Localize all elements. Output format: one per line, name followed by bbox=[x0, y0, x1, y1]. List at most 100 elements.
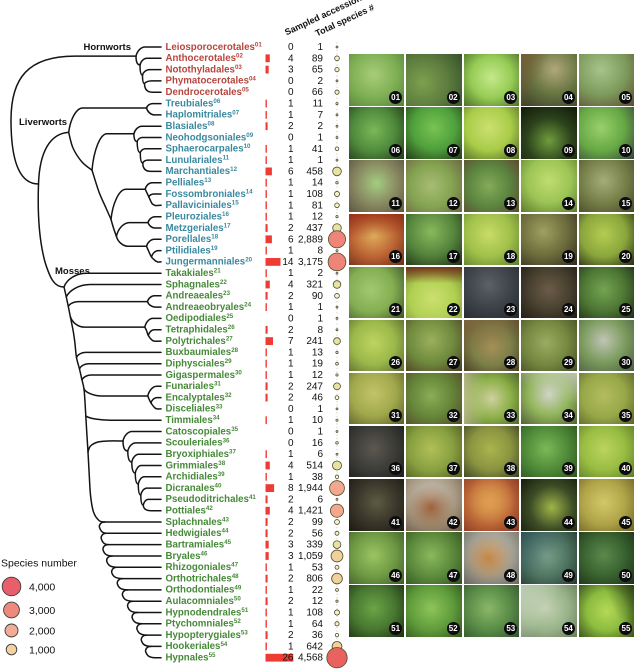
svg-text:Bartramiales45: Bartramiales45 bbox=[166, 539, 232, 550]
svg-text:1: 1 bbox=[288, 302, 294, 313]
svg-text:2: 2 bbox=[317, 268, 323, 279]
svg-text:3: 3 bbox=[288, 551, 294, 562]
svg-text:1: 1 bbox=[317, 404, 323, 415]
svg-text:0: 0 bbox=[288, 42, 294, 53]
svg-text:64: 64 bbox=[312, 619, 324, 630]
svg-text:Fossombroniales14: Fossombroniales14 bbox=[166, 188, 254, 199]
svg-text:Polytrichales27: Polytrichales27 bbox=[166, 336, 234, 347]
svg-text:Dendrocerotales05: Dendrocerotales05 bbox=[166, 87, 250, 98]
svg-text:Anthocerotales02: Anthocerotales02 bbox=[166, 53, 244, 64]
svg-text:3: 3 bbox=[288, 65, 294, 76]
svg-text:Hedwigiales44: Hedwigiales44 bbox=[166, 528, 229, 539]
svg-text:26: 26 bbox=[282, 653, 294, 664]
svg-text:Takakiales21: Takakiales21 bbox=[166, 268, 222, 279]
svg-text:0: 0 bbox=[288, 87, 294, 98]
svg-text:Andreaeales23: Andreaeales23 bbox=[166, 290, 231, 301]
svg-text:Diphysciales29: Diphysciales29 bbox=[166, 358, 233, 369]
svg-text:1,944: 1,944 bbox=[298, 483, 323, 494]
svg-text:2: 2 bbox=[288, 393, 294, 404]
svg-text:12: 12 bbox=[312, 596, 324, 607]
svg-text:Hookeriales54: Hookeriales54 bbox=[166, 641, 228, 652]
svg-text:81: 81 bbox=[312, 200, 324, 211]
svg-text:1: 1 bbox=[288, 200, 294, 211]
svg-text:7: 7 bbox=[288, 336, 294, 347]
svg-text:2: 2 bbox=[317, 76, 323, 87]
svg-text:1: 1 bbox=[288, 144, 294, 155]
svg-text:Catoscopiales35: Catoscopiales35 bbox=[166, 426, 239, 437]
svg-text:2,000: 2,000 bbox=[29, 626, 55, 638]
svg-text:1: 1 bbox=[288, 619, 294, 630]
svg-text:Encalyptales32: Encalyptales32 bbox=[166, 392, 233, 403]
svg-text:108: 108 bbox=[306, 608, 323, 619]
svg-text:Jungermanniales20: Jungermanniales20 bbox=[166, 256, 253, 267]
svg-text:458: 458 bbox=[306, 166, 323, 177]
svg-text:53: 53 bbox=[312, 562, 324, 573]
svg-text:0: 0 bbox=[288, 76, 294, 87]
svg-text:Neohodgsoniales09: Neohodgsoniales09 bbox=[166, 132, 254, 143]
svg-text:6: 6 bbox=[317, 494, 323, 505]
svg-text:1: 1 bbox=[288, 99, 294, 110]
svg-text:19: 19 bbox=[312, 359, 324, 370]
svg-text:12: 12 bbox=[312, 212, 324, 223]
svg-text:Sphagnales22: Sphagnales22 bbox=[166, 279, 228, 290]
svg-text:Pleuroziales16: Pleuroziales16 bbox=[166, 211, 230, 222]
svg-text:1,421: 1,421 bbox=[298, 506, 323, 517]
svg-text:Marchantiales12: Marchantiales12 bbox=[166, 166, 238, 177]
svg-text:89: 89 bbox=[312, 53, 324, 64]
svg-text:Pallaviciniales15: Pallaviciniales15 bbox=[166, 200, 240, 211]
svg-text:2,889: 2,889 bbox=[298, 234, 323, 245]
svg-text:0: 0 bbox=[288, 427, 294, 438]
svg-text:1: 1 bbox=[317, 302, 323, 313]
svg-text:1,000: 1,000 bbox=[29, 645, 55, 657]
svg-text:Ptilidiales19: Ptilidiales19 bbox=[166, 245, 219, 256]
svg-text:1: 1 bbox=[317, 313, 323, 324]
svg-text:2: 2 bbox=[317, 121, 323, 132]
svg-text:4: 4 bbox=[288, 280, 294, 291]
svg-text:1: 1 bbox=[288, 246, 294, 257]
svg-text:Pseudoditrichales41: Pseudoditrichales41 bbox=[166, 494, 257, 505]
svg-text:Treubiales06: Treubiales06 bbox=[166, 98, 221, 109]
svg-text:3,175: 3,175 bbox=[298, 257, 323, 268]
svg-text:99: 99 bbox=[312, 517, 324, 528]
svg-text:4: 4 bbox=[288, 506, 294, 517]
svg-text:3: 3 bbox=[288, 540, 294, 551]
svg-text:1: 1 bbox=[288, 178, 294, 189]
svg-text:4: 4 bbox=[288, 53, 294, 64]
svg-text:1: 1 bbox=[288, 472, 294, 483]
svg-text:Aulacomniales50: Aulacomniales50 bbox=[166, 596, 242, 607]
svg-text:Tetraphidales26: Tetraphidales26 bbox=[166, 324, 236, 335]
svg-text:Blasiales08: Blasiales08 bbox=[166, 121, 215, 132]
svg-text:10: 10 bbox=[312, 415, 324, 426]
svg-text:Grimmiales38: Grimmiales38 bbox=[166, 460, 226, 471]
svg-text:2: 2 bbox=[288, 381, 294, 392]
svg-text:1: 1 bbox=[288, 562, 294, 573]
svg-text:Leiosporocerotales01: Leiosporocerotales01 bbox=[166, 41, 263, 52]
svg-text:4: 4 bbox=[288, 461, 294, 472]
svg-text:Phymatocerotales04: Phymatocerotales04 bbox=[166, 75, 257, 86]
svg-text:1: 1 bbox=[288, 585, 294, 596]
svg-text:Liverworts: Liverworts bbox=[19, 117, 67, 128]
svg-text:Timmiales34: Timmiales34 bbox=[166, 415, 221, 426]
svg-text:Haplomitriales07: Haplomitriales07 bbox=[166, 109, 240, 120]
svg-text:1: 1 bbox=[288, 155, 294, 166]
svg-text:Metzgeriales17: Metzgeriales17 bbox=[166, 222, 232, 233]
svg-text:Hornworts: Hornworts bbox=[84, 42, 132, 53]
svg-text:Funariales31: Funariales31 bbox=[166, 381, 222, 392]
svg-text:14: 14 bbox=[282, 257, 294, 268]
svg-text:6: 6 bbox=[288, 234, 294, 245]
svg-text:1: 1 bbox=[288, 359, 294, 370]
svg-text:Hypnodendrales51: Hypnodendrales51 bbox=[166, 607, 249, 618]
svg-text:4,568: 4,568 bbox=[298, 653, 323, 664]
svg-text:1: 1 bbox=[288, 268, 294, 279]
svg-text:11: 11 bbox=[313, 99, 324, 110]
svg-text:38: 38 bbox=[312, 472, 324, 483]
svg-text:Hypopterygiales53: Hypopterygiales53 bbox=[166, 630, 249, 641]
svg-text:Archidiales39: Archidiales39 bbox=[166, 471, 226, 482]
svg-text:7: 7 bbox=[317, 110, 323, 121]
svg-text:8: 8 bbox=[317, 246, 323, 257]
svg-text:Ptychomniales52: Ptychomniales52 bbox=[166, 618, 242, 629]
svg-text:56: 56 bbox=[312, 528, 324, 539]
svg-text:Pelliales13: Pelliales13 bbox=[166, 177, 212, 188]
svg-text:0: 0 bbox=[288, 133, 294, 144]
svg-text:1: 1 bbox=[288, 347, 294, 358]
